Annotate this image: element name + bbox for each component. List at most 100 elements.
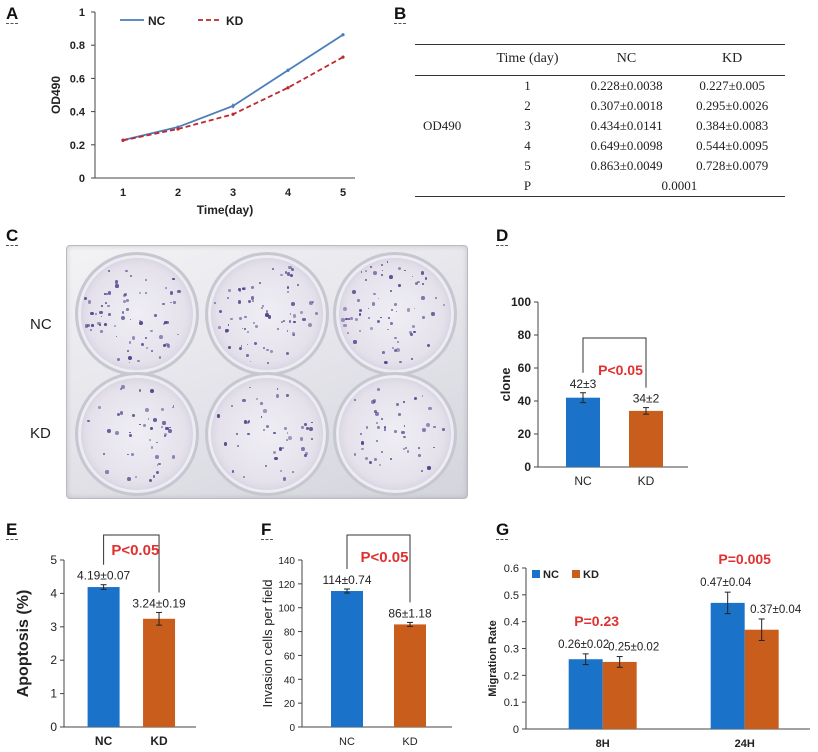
colony-dot (389, 290, 392, 293)
colony-dot (421, 394, 424, 397)
colony-dot (399, 361, 402, 364)
colony-dot (370, 327, 374, 331)
colony-dot (230, 404, 233, 407)
colony-dot (153, 418, 158, 423)
colony-dot (411, 358, 414, 361)
colony-dot (238, 316, 243, 321)
table-row-p: P 0.0001 (415, 176, 785, 197)
table-cell-kd: 0.295±0.0026 (696, 98, 769, 113)
significance-bracket (582, 337, 647, 388)
colony-dot (225, 328, 230, 333)
colony-dot (265, 348, 269, 352)
colony-dot (227, 289, 231, 292)
bar-kd (143, 618, 176, 727)
colony-dot (157, 462, 161, 466)
colony-dot (405, 447, 408, 449)
colony-dot (361, 447, 364, 451)
growth-line-chart: 0 0.2 0.4 0.6 0.8 1 1 2 3 4 5 Time(day) OD490 NC KD (49, 7, 355, 217)
colony-dot (282, 319, 285, 322)
colony-dot (108, 270, 111, 273)
colony-dot (381, 274, 383, 277)
colony-dot (431, 312, 435, 316)
colony-dot (116, 412, 121, 416)
colony-dot (145, 346, 148, 350)
colony-dot (100, 315, 103, 318)
colony-dot (114, 430, 119, 435)
colony-dot (122, 311, 125, 314)
colony-dot (421, 283, 424, 286)
colony-dot (87, 324, 91, 328)
colony-dot (119, 411, 124, 416)
colony-dot (263, 346, 265, 349)
colony-dot (227, 297, 230, 300)
data-label: 86±1.18 (388, 606, 432, 620)
colony-dot (100, 305, 103, 307)
y-tick-label: 140 (278, 556, 295, 567)
colony-dot (394, 429, 397, 433)
colony-dot (398, 413, 401, 416)
table-row-group-label: OD490 (423, 118, 462, 133)
colony-dot (345, 317, 349, 321)
colony-dot (120, 385, 125, 390)
colony-dot (403, 425, 406, 427)
data-label: 0.25±0.02 (608, 642, 659, 654)
colony-dot (114, 279, 119, 284)
colony-dot (381, 350, 385, 354)
colony-dot (353, 398, 356, 401)
series-line-nc (122, 33, 344, 142)
colony-dot (284, 271, 288, 274)
colony-dot (394, 349, 398, 353)
y-tick-label: 80 (518, 328, 532, 342)
colony-dot (123, 300, 126, 303)
colony-dot (249, 360, 252, 363)
y-tick-label: 0 (79, 173, 85, 185)
colony-dot (376, 387, 381, 392)
plate-row-label-kd: KD (30, 425, 51, 442)
colony-dot (171, 455, 176, 459)
colony-dot (244, 327, 247, 331)
x-tick-label: 4 (285, 187, 292, 199)
x-tick-label: NC (95, 734, 113, 748)
table-cell-nc: 0.307±0.0018 (590, 98, 663, 113)
colony-dot (144, 291, 147, 295)
colony-dot (350, 317, 354, 320)
panel-label-d: D (496, 226, 509, 246)
colony-dot (164, 286, 167, 289)
colony-dot (272, 268, 275, 271)
legend-label-kd: KD (583, 569, 599, 581)
colony-dot (351, 290, 356, 295)
colony-dot (290, 274, 294, 278)
colony-dot (278, 447, 283, 451)
table-cell-day: 3 (524, 118, 531, 133)
x-tick-label: 24H (735, 738, 755, 750)
colony-dot (388, 274, 393, 279)
plate-well (75, 372, 199, 496)
colony-dot (150, 446, 153, 449)
colony-dot (396, 347, 401, 352)
colony-dot (129, 274, 133, 277)
colony-dot (250, 296, 255, 301)
colony-dot (95, 313, 97, 316)
colony-dot (288, 435, 292, 440)
colony-dot (113, 324, 117, 328)
colony-dot (126, 308, 129, 311)
colony-dot (167, 429, 172, 434)
colony-dot (266, 310, 269, 313)
colony-dot (138, 292, 141, 295)
y-tick-label: 20 (518, 427, 532, 441)
colony-dot (420, 271, 425, 275)
colony-dot (365, 426, 369, 429)
colony-dot (128, 356, 132, 360)
colony-dot (442, 428, 445, 432)
x-axis-label: Time(day) (197, 203, 253, 217)
colony-dot (254, 325, 259, 329)
colony-dot (150, 329, 153, 333)
panel-label-a: A (6, 4, 19, 24)
table-row: OD490 1 0.228±0.0038 0.227±0.005 (415, 76, 785, 133)
colony-dot (406, 308, 411, 312)
invasion-bar-chart: 0 20 40 60 80 100 120 140 114±0.74 NC 86±1.18 KD P<0… (260, 534, 452, 748)
plate-well (205, 252, 329, 376)
colony-dot (395, 402, 399, 406)
colony-dot (291, 268, 294, 271)
colony-dot (343, 323, 347, 327)
